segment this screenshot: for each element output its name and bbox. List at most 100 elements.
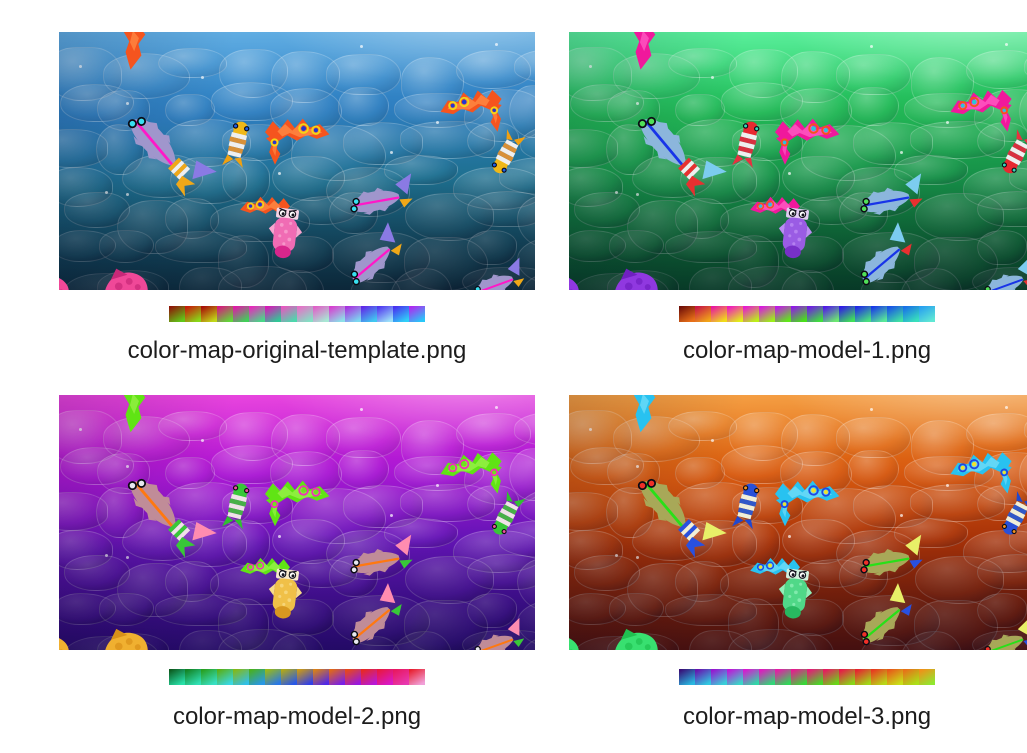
colorbar-tile [281, 306, 297, 322]
colorbar-tile [743, 669, 759, 685]
colorbar-tile [759, 306, 775, 322]
colorbar-tile [297, 306, 313, 322]
colorbar-tile [711, 306, 727, 322]
rock-texture [569, 32, 1027, 290]
figure-panel-model-2: color-map-model-2.png [59, 395, 535, 731]
colorbar-tile [903, 306, 919, 322]
caption-model-2: color-map-model-2.png [172, 703, 422, 730]
fish-salmon [984, 617, 1027, 650]
colorbar-tile [855, 306, 871, 322]
colorbar-tile [233, 306, 249, 322]
colorbar-tile [361, 306, 377, 322]
fish-salmon [860, 583, 912, 646]
fish-candy [491, 129, 526, 174]
colorbar-model-2 [169, 669, 425, 685]
colorbar-tile [217, 306, 233, 322]
fish-zig [440, 452, 502, 494]
colorbar-tile [823, 669, 839, 685]
fish-blob [104, 268, 148, 290]
colorbar-tile [759, 669, 775, 685]
colorbar-tile [249, 306, 265, 322]
colorbar-tile [329, 306, 345, 322]
fish-layer [59, 32, 526, 290]
fish-candy [222, 121, 250, 168]
colorbar-tile [313, 306, 329, 322]
colorbar-tile [169, 306, 185, 322]
fish-salmon [984, 257, 1027, 290]
colorbar-tile [185, 669, 201, 685]
colorbar-tile [281, 669, 297, 685]
fish-salmon [127, 478, 217, 558]
colorbar-tile [871, 306, 887, 322]
fish-salmon [350, 534, 413, 576]
colorbar-tile [265, 306, 281, 322]
colorbar-tile [409, 669, 425, 685]
fish-zig [774, 480, 840, 527]
colorbar-tile [679, 669, 695, 685]
colorbar-tile [377, 669, 393, 685]
fish-zig [774, 118, 840, 165]
colorbar-tile [727, 669, 743, 685]
colorbar-tile [839, 669, 855, 685]
colorbar-tile [695, 669, 711, 685]
fish-layer [569, 395, 1027, 650]
colorbar-tile [807, 306, 823, 322]
fish-salmon [860, 173, 923, 215]
colorbar-tile [329, 669, 345, 685]
colorbar-model-1 [679, 306, 935, 322]
figure-panel-model-3: color-map-model-3.png [569, 395, 1027, 731]
fish-owl [778, 568, 813, 619]
colorbar-tile [695, 306, 711, 322]
fish-salmon [860, 222, 912, 286]
scene-image-model-3 [569, 395, 1027, 650]
colorbar-tile [791, 306, 807, 322]
colorbar-tile [679, 306, 695, 322]
fish-owl [268, 207, 303, 259]
colorbar-tile [393, 669, 409, 685]
colorbar-tile [903, 669, 919, 685]
fish-salmon [350, 173, 413, 215]
fish-layer [59, 395, 526, 650]
fish-dart [633, 395, 656, 433]
fish-blob [569, 276, 579, 290]
colorbar-tile [377, 306, 393, 322]
colorbar-tile [313, 669, 329, 685]
fish-salmon [350, 583, 402, 646]
water-light-overlay [59, 32, 535, 290]
fish-candy [491, 491, 526, 535]
fish-zig [264, 480, 330, 527]
fish-salmon [350, 222, 402, 286]
colorbar-tile [711, 669, 727, 685]
fish-salmon [474, 617, 525, 650]
caption-model-3: color-map-model-3.png [682, 703, 932, 730]
caption-original-template: color-map-original-template.png [127, 337, 467, 364]
colorbar-tile [393, 306, 409, 322]
fish-zig [950, 89, 1012, 132]
colorbar-tile [233, 669, 249, 685]
fish-salmon [127, 116, 217, 197]
fish-candy [222, 483, 250, 530]
colorbar-tile [297, 669, 313, 685]
colorbar-tile [887, 669, 903, 685]
scene-image-model-1 [569, 32, 1027, 290]
colorbar-tile [345, 306, 361, 322]
figure-panel-model-1: color-map-model-1.png [569, 32, 1027, 365]
figure-panel-original-template: color-map-original-template.png [59, 32, 535, 365]
colorbar-tile [345, 669, 361, 685]
fish-blob [614, 628, 658, 650]
colorbar-tile [201, 669, 217, 685]
colorbar-tile [807, 669, 823, 685]
colorbar-tile [249, 669, 265, 685]
fish-zig [264, 118, 330, 165]
fish-salmon [860, 534, 923, 576]
colorbar-tile [185, 306, 201, 322]
fish-blob [59, 636, 69, 650]
fish-dart [633, 32, 656, 70]
colorbar-tile [169, 669, 185, 685]
colorbar-tile [919, 306, 935, 322]
fish-blob [569, 636, 579, 650]
fish-blob [59, 276, 69, 290]
caption-model-1: color-map-model-1.png [682, 337, 932, 364]
fish-owl [778, 207, 813, 259]
fish-blob [104, 628, 148, 650]
